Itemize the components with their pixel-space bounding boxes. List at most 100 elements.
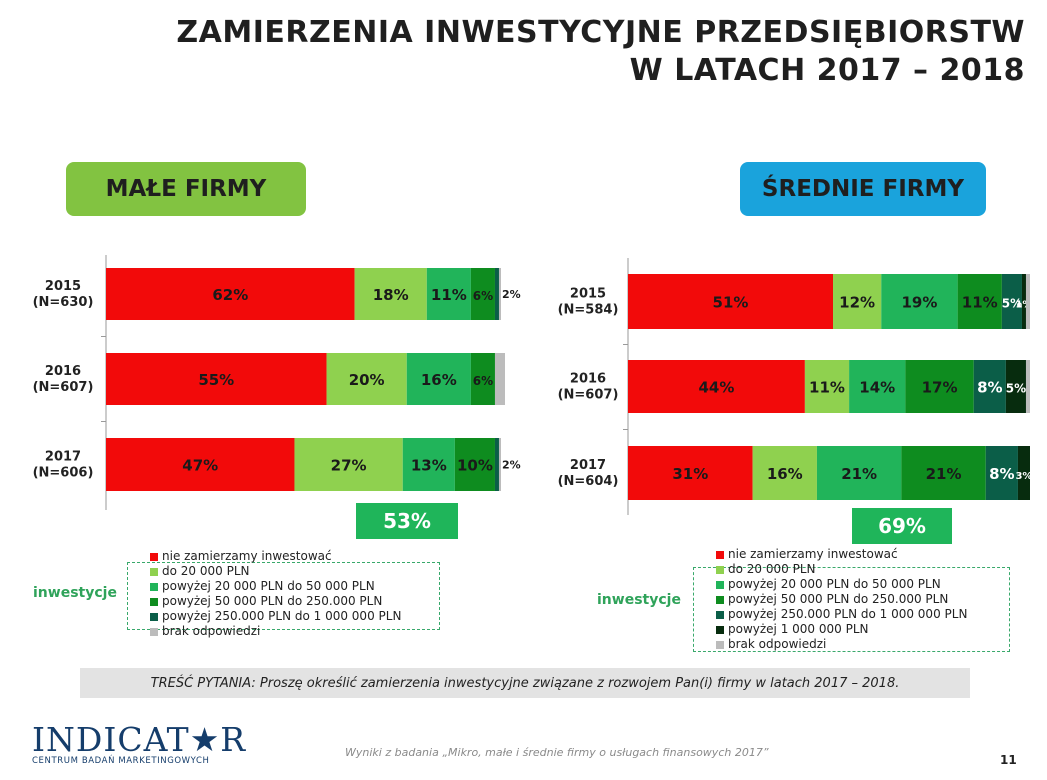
- legend-label-nie: nie zamierzamy inwestować: [728, 547, 898, 561]
- medium-bar-brak-2016: [1025, 360, 1030, 413]
- male-data-label-do20-2016: 20%: [349, 371, 385, 389]
- male-bar-brak-2016: [494, 353, 505, 405]
- male-year-label-2017: 2017: [45, 450, 81, 465]
- legend-item-do20: do 20 000 PLN: [716, 562, 967, 577]
- medium-bar-p20_50-2017: [816, 446, 902, 500]
- medium-data-label-p50_250-2016: 17%: [922, 379, 958, 397]
- legend-label-p20_50: powyżej 20 000 PLN do 50 000 PLN: [728, 577, 941, 591]
- legend-item-brak: brak odpowiedzi: [716, 637, 967, 652]
- legend-swatch-nie: [150, 552, 158, 561]
- male-n-label-2016: (N=607): [33, 380, 94, 395]
- medium-bar-do20-2015: [833, 274, 882, 329]
- medium-investment-bracket: [693, 567, 1010, 652]
- legend-label-p50_250: powyżej 50 000 PLN do 250.000 PLN: [728, 592, 949, 606]
- male-bar-p250_1000-2015: [494, 268, 499, 320]
- legend-swatch-p250_1000: [716, 610, 724, 619]
- stacked-bar-charts: 2015(N=630) 62% 18% 11% 6% 2%2016(N=607) 55% 20…: [32, 255, 1032, 515]
- male-n-label-2017: (N=606): [33, 466, 94, 481]
- male-data-label-p20_50-2017: 13%: [411, 457, 447, 475]
- male-data-label-nie-2015: 62%: [212, 286, 248, 304]
- medium-bar-nie-2015: [628, 274, 834, 329]
- medium-bar-p20_50-2015: [881, 274, 958, 329]
- indicator-logo: INDICAT★R CENTRUM BADAŃ MARKETINGOWYCH: [32, 720, 247, 767]
- male-data-label-p50_250-2017: 10%: [457, 457, 493, 475]
- medium-bar-do20-2016: [804, 360, 850, 413]
- legend-label-nie: nie zamierzamy inwestować: [162, 549, 332, 563]
- legend-swatch-p50_250: [716, 595, 724, 604]
- medium-bar-do20-2017: [752, 446, 817, 500]
- page-number: 11: [1000, 753, 1017, 767]
- legend-swatch-p1000: [716, 625, 724, 634]
- question-text: TREŚĆ PYTANIA: Proszę określić zamierzen…: [80, 668, 970, 698]
- medium-bar-nie-2017: [628, 446, 753, 500]
- male-data-label-p50_250-2016: 6%: [473, 374, 493, 388]
- male-data-label-do20-2017: 27%: [331, 457, 367, 475]
- male-legend: nie zamierzamy inwestować do 20 000 PLN po…: [150, 549, 401, 639]
- page-title-line2: W LATACH 2017 – 2018: [629, 53, 1025, 88]
- medium-year-label-2017: 2017: [570, 458, 606, 473]
- legend-item-nie: nie zamierzamy inwestować: [150, 549, 401, 564]
- male-bar-do20-2017: [294, 438, 403, 491]
- legend-label-p250_1000: powyżej 250.000 PLN do 1 000 000 PLN: [162, 609, 402, 623]
- male-bar-brak-2017: [498, 438, 501, 491]
- legend-item-p1000: powyżej 1 000 000 PLN: [716, 622, 967, 637]
- male-year-label-2015: 2015: [45, 279, 81, 294]
- legend-swatch-p20_50: [150, 582, 158, 591]
- legend-swatch-p20_50: [716, 580, 724, 589]
- male-bar-p50_250-2017: [454, 438, 495, 491]
- medium-data-label-p20_50-2016: 14%: [859, 379, 895, 397]
- legend-swatch-p250_1000: [150, 612, 158, 621]
- medium-bar-nie-2016: [628, 360, 805, 413]
- male-data-label-p20_50-2015: 11%: [431, 286, 467, 304]
- male-bar-do20-2015: [354, 268, 427, 320]
- male-n-label-2015: (N=630): [33, 295, 94, 310]
- medium-data-label-nie-2016: 44%: [698, 379, 734, 397]
- male-bar-brak-2015: [498, 268, 501, 320]
- male-investment-bracket: [127, 562, 440, 630]
- legend-label-do20: do 20 000 PLN: [728, 562, 816, 576]
- medium-data-label-nie-2017: 31%: [672, 465, 708, 483]
- male-invest-total: 53%: [356, 503, 458, 539]
- legend-label-p250_1000: powyżej 250.000 PLN do 1 000 000 PLN: [728, 607, 968, 621]
- legend-label-brak: brak odpowiedzi: [162, 624, 261, 638]
- legend-item-p50_250: powyżej 50 000 PLN do 250.000 PLN: [150, 594, 401, 609]
- medium-year-label-2015: 2015: [570, 287, 606, 302]
- legend-swatch-p50_250: [150, 597, 158, 606]
- male-bar-do20-2016: [326, 353, 407, 405]
- medium-data-label-p250_1000-2017: 8%: [989, 465, 1014, 483]
- male-investment-label: inwestycje: [33, 585, 117, 601]
- male-data-label-nie-2016: 55%: [198, 371, 234, 389]
- medium-invest-total: 69%: [852, 508, 952, 544]
- male-bar-p20_50-2016: [406, 353, 471, 405]
- medium-bar-p250_1000-2015: [1001, 274, 1022, 329]
- medium-data-label-do20-2015: 12%: [839, 294, 875, 312]
- footer-source: Wyniki z badania „Mikro, małe i średnie …: [345, 746, 769, 759]
- medium-bar-p50_250-2017: [901, 446, 986, 500]
- medium-bar-p1000-2017: [1017, 446, 1030, 500]
- legend-item-p250_1000: powyżej 250.000 PLN do 1 000 000 PLN: [716, 607, 967, 622]
- male-bar-nie-2017: [106, 438, 295, 491]
- male-data-label-p50_250-2015: 6%: [473, 289, 493, 303]
- medium-bar-p50_250-2015: [957, 274, 1002, 329]
- medium-data-label-p20_50-2015: 19%: [901, 294, 937, 312]
- legend-item-p20_50: powyżej 20 000 PLN do 50 000 PLN: [150, 579, 401, 594]
- medium-data-label-p1000-2015: 1%: [1015, 300, 1032, 311]
- legend-item-p50_250: powyżej 50 000 PLN do 250.000 PLN: [716, 592, 967, 607]
- medium-bar-p1000-2015: [1021, 274, 1026, 329]
- medium-data-label-do20-2016: 11%: [809, 379, 845, 397]
- medium-year-label-2016: 2016: [570, 372, 606, 387]
- legend-label-p50_250: powyżej 50 000 PLN do 250.000 PLN: [162, 594, 383, 608]
- medium-bar-p50_250-2016: [905, 360, 974, 413]
- medium-data-label-nie-2015: 51%: [713, 294, 749, 312]
- legend-label-brak: brak odpowiedzi: [728, 637, 827, 651]
- logo-subtitle: CENTRUM BADAŃ MARKETINGOWYCH: [32, 756, 210, 766]
- male-outside-label-2015: 2%: [502, 288, 521, 301]
- legend-item-p20_50: powyżej 20 000 PLN do 50 000 PLN: [716, 577, 967, 592]
- male-bar-p250_1000-2017: [494, 438, 499, 491]
- medium-data-label-p50_250-2015: 11%: [962, 294, 998, 312]
- legend-label-do20: do 20 000 PLN: [162, 564, 250, 578]
- medium-data-label-p20_50-2017: 21%: [841, 465, 877, 483]
- medium-bar-p1000-2016: [1005, 360, 1026, 413]
- logo-wordmark: INDICAT★R: [32, 720, 247, 759]
- male-bar-nie-2016: [106, 353, 327, 405]
